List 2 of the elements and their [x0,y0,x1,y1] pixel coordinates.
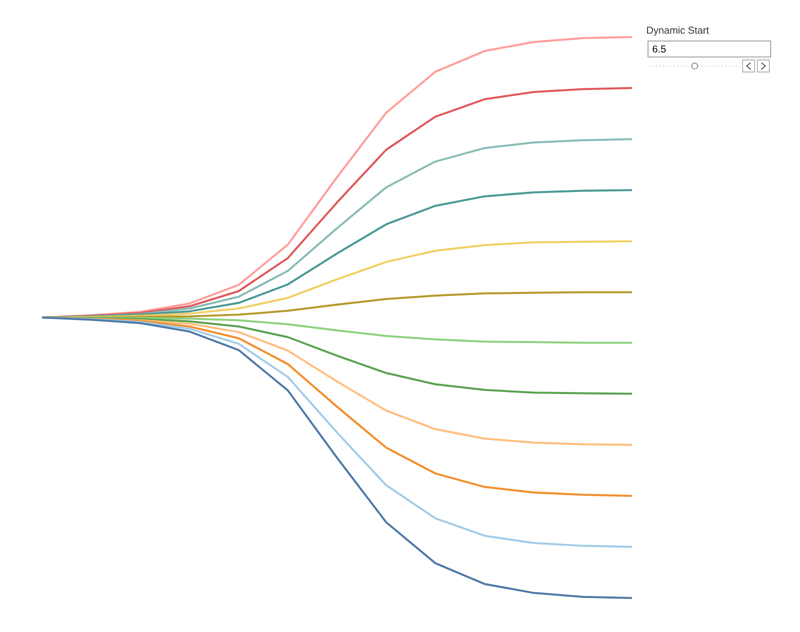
text: Dynamic Start [647,26,709,36]
annotation: 6.5 [652,45,666,53]
